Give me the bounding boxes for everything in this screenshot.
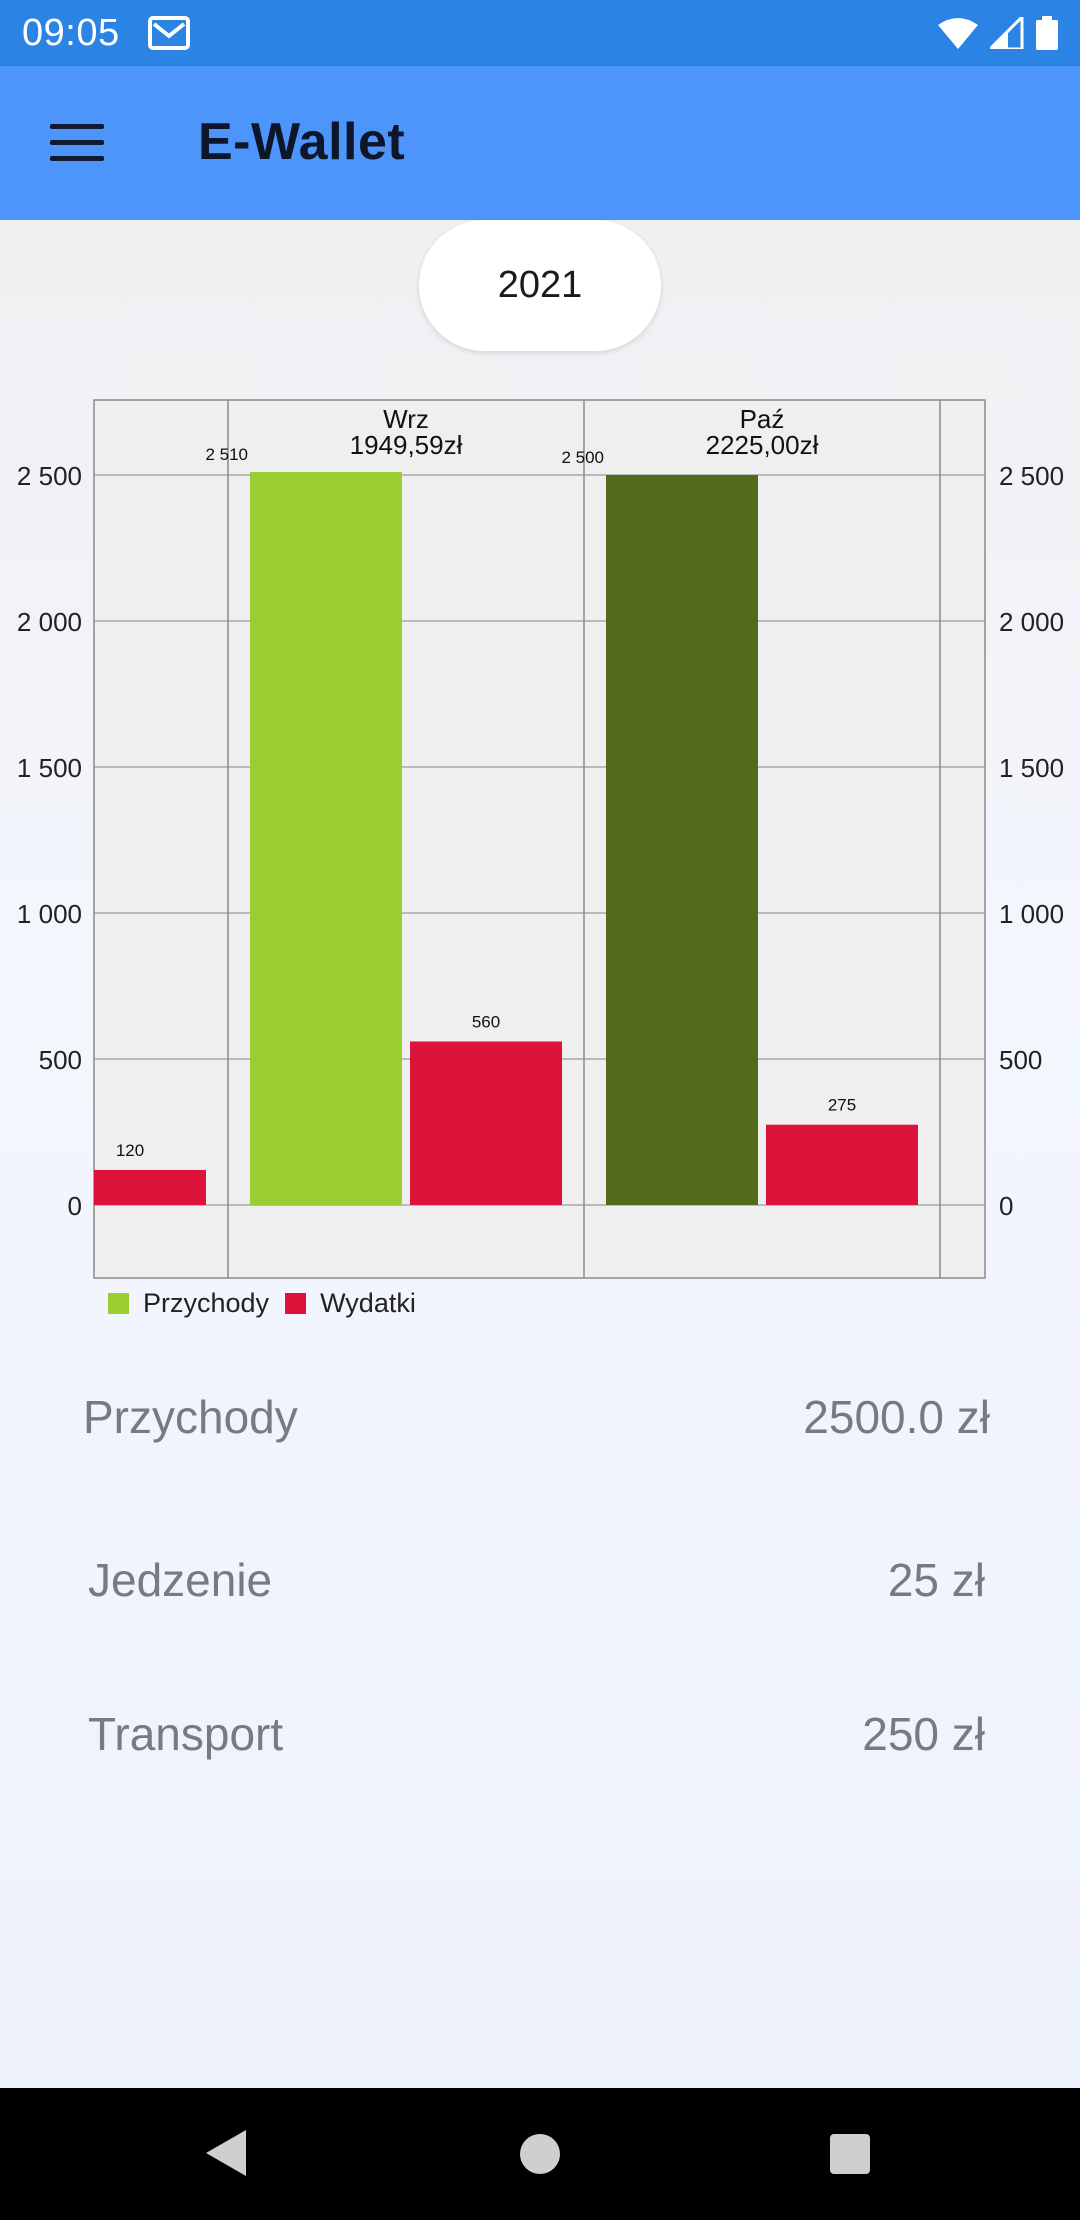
category-label: Paź [740, 404, 785, 434]
status-bar: 09:05 [0, 0, 1080, 66]
bar-income [606, 475, 758, 1205]
recents-icon[interactable] [830, 2134, 870, 2174]
y-tick-label-right: 500 [999, 1045, 1042, 1075]
gmail-icon [147, 16, 190, 50]
bar-value-label-expense: 275 [828, 1096, 856, 1115]
wifi-icon [938, 18, 978, 49]
summary-row-income[interactable]: Przychody 2500.0 zł [0, 1390, 1080, 1470]
home-icon[interactable] [520, 2134, 560, 2174]
summary-value: 2500.0 zł [803, 1391, 990, 1443]
status-icons [938, 16, 1058, 50]
summary-value: 250 zł [862, 1708, 985, 1760]
y-tick-label-left: 2 000 [17, 607, 82, 637]
chart-frame [93, 399, 986, 1279]
legend-item-income: Przychody [108, 1288, 269, 1319]
status-time: 09:05 [22, 11, 120, 54]
y-tick-label-left: 2 500 [17, 461, 82, 491]
legend-swatch-income [108, 1293, 129, 1314]
y-tick-label-left: 1 000 [17, 899, 82, 929]
y-tick-label-right: 2 000 [999, 607, 1064, 637]
y-tick-label-left: 0 [68, 1191, 82, 1221]
category-subtitle: 1949,59zł [350, 430, 463, 460]
y-tick-label-right: 2 500 [999, 461, 1064, 491]
summary-row-transport[interactable]: Transport 250 zł [0, 1707, 1080, 1787]
chart-legend: Przychody Wydatki [108, 1288, 432, 1319]
legend-label-income: Przychody [143, 1288, 270, 1318]
app-bar: E-Wallet [0, 66, 1080, 220]
app-title: E-Wallet [198, 113, 406, 171]
bar-value-label-income: 2 510 [205, 445, 248, 464]
y-tick-label-right: 1 000 [999, 899, 1064, 929]
legend-swatch-expenses [285, 1293, 307, 1314]
year-selector-button[interactable]: 2021 [419, 220, 661, 351]
legend-label-expenses: Wydatki [320, 1288, 416, 1318]
category-label: Wrz [383, 404, 429, 434]
bar-expense [766, 1124, 918, 1205]
bar-income [250, 472, 402, 1205]
bar-chart: 0 0 500 500 1 000 1 000 1 500 1 500 2 000 2 000 2 … [17, 399, 1064, 1279]
summary-value: 25 zł [887, 1554, 985, 1606]
bar-expense [410, 1041, 562, 1205]
summary-label: Przychody [83, 1391, 298, 1443]
signal-icon [990, 17, 1024, 49]
legend-item-expenses: Wydatki [285, 1288, 416, 1319]
bar-value-label-expense: 120 [116, 1141, 144, 1160]
summary-row-food[interactable]: Jedzenie 25 zł [0, 1553, 1080, 1633]
bar-value-label-expense: 560 [472, 1012, 500, 1031]
summary-label: Transport [88, 1708, 284, 1760]
summary-label: Jedzenie [88, 1554, 273, 1606]
back-icon[interactable] [204, 2128, 248, 2178]
bar-value-label-income: 2 500 [561, 448, 604, 467]
y-tick-label-left: 500 [39, 1045, 82, 1075]
bar-expense [94, 1169, 206, 1205]
y-tick-label-left: 1 500 [17, 753, 82, 783]
system-nav-bar [0, 2088, 1080, 2220]
hamburger-menu-icon[interactable] [50, 124, 104, 162]
battery-icon [1036, 16, 1058, 50]
category-subtitle: 2225,00zł [706, 430, 819, 460]
y-tick-label-right: 1 500 [999, 753, 1064, 783]
y-tick-label-right: 0 [999, 1191, 1013, 1221]
main-content: 2021 0 0 500 500 1 000 1 000 1 500 1 500 2 000 2 … [0, 220, 1080, 2088]
